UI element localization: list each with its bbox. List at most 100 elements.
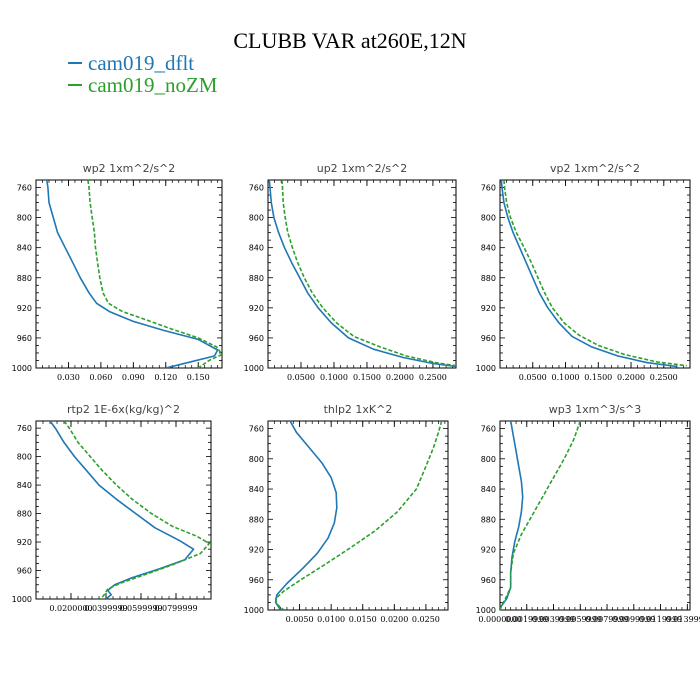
y-tick-label: 1000	[244, 364, 264, 373]
x-tick-label: 0.0200	[380, 615, 408, 624]
x-tick-label: 0.0059999	[559, 615, 602, 624]
y-tick-label: 920	[249, 546, 264, 555]
y-tick-label: 960	[17, 334, 32, 343]
axes-frame	[35, 420, 212, 600]
y-tick-label: 880	[17, 510, 32, 519]
y-tick-label: 800	[249, 455, 264, 464]
y-tick-label: 920	[249, 304, 264, 313]
x-tick-label: 0.0050	[286, 615, 314, 624]
x-tick-label: 0.0019999	[505, 615, 548, 624]
y-tick-label: 800	[17, 453, 32, 462]
y-tick-label: 840	[481, 485, 496, 494]
series-line-nozm	[500, 421, 582, 610]
panel-3: vp2 1xm^2/s^2 760 800 840 880 920 960 1000 0.050…	[476, 162, 691, 382]
axes-frame	[499, 420, 691, 611]
series-line-dflt	[268, 180, 456, 368]
panel-title: wp2 1xm^2/s^2	[83, 162, 176, 175]
x-tick-label: 0.2500	[650, 373, 678, 382]
panel-6: wp3 1xm^3/s^3 760 800 840 880 920 960 10000.000…	[476, 403, 700, 624]
panel-2: up2 1xm^2/s^2 760 800 840 880 920 960 1000 0.050…	[244, 162, 457, 382]
y-tick-label: 880	[249, 515, 264, 524]
x-tick-label: 0.0139999	[666, 615, 700, 624]
y-tick-label: 800	[17, 214, 32, 223]
x-tick-label: 0.0119999	[639, 615, 682, 624]
x-tick-label: 0.2500	[419, 373, 447, 382]
y-tick-label: 840	[249, 244, 264, 253]
y-tick-label: 920	[481, 304, 496, 313]
y-tick-label: 920	[17, 538, 32, 547]
y-tick-label: 840	[17, 481, 32, 490]
x-tick-label: 0.1500	[353, 373, 381, 382]
x-tick-label: 0.060	[89, 373, 112, 382]
series-line-dflt	[49, 421, 195, 599]
y-tick-label: 760	[17, 184, 32, 193]
series-line-nozm	[503, 180, 687, 367]
axes-frame	[267, 420, 449, 611]
x-tick-label: 0.0150	[349, 615, 377, 624]
series-line-nozm	[63, 421, 211, 599]
series-line-dflt	[500, 421, 524, 610]
x-tick-label: 0.150	[187, 373, 210, 382]
x-tick-label: 0.0039999	[532, 615, 575, 624]
y-tick-label: 1000	[12, 364, 32, 373]
legend-item-nozm: cam019_noZM	[68, 74, 217, 96]
chart-title: CLUBB VAR at260E,12N	[233, 28, 467, 53]
series-line-nozm	[281, 180, 456, 367]
legend-label-dflt: cam019_dflt	[88, 51, 195, 75]
x-tick-label: 0.0100	[317, 615, 345, 624]
y-tick-label: 960	[17, 567, 32, 576]
y-tick-label: 760	[249, 184, 264, 193]
panel-title: rtp2 1E-6x(kg/kg)^2	[67, 403, 180, 416]
panel-1: wp2 1xm^2/s^2 760 800 840 880 920 960 1000 0.030…	[12, 162, 223, 382]
x-tick-label: 0.0079999	[585, 615, 628, 624]
y-tick-label: 960	[481, 334, 496, 343]
y-tick-label: 1000	[244, 606, 264, 615]
legend-label-nozm: cam019_noZM	[88, 73, 218, 97]
x-tick-label: 0.1500	[584, 373, 612, 382]
legend-item-dflt: cam019_dflt	[68, 52, 217, 74]
x-tick-label: 0.0250	[412, 615, 440, 624]
x-tick-label: 0.120	[154, 373, 177, 382]
axes-frame	[499, 179, 691, 369]
panel-4: rtp2 1E-6x(kg/kg)^2 760 800 840 880 920 960 100…	[12, 403, 212, 613]
legend-line-dflt	[68, 62, 82, 64]
series-line-nozm	[87, 180, 222, 368]
series-line-nozm	[274, 421, 443, 610]
y-tick-label: 880	[481, 274, 496, 283]
y-tick-label: 880	[481, 515, 496, 524]
y-tick-label: 800	[249, 214, 264, 223]
series-line-dflt	[274, 421, 338, 610]
panel-title: up2 1xm^2/s^2	[317, 162, 408, 175]
x-tick-label: 0.0200000	[49, 604, 92, 613]
y-tick-label: 1000	[12, 595, 32, 604]
y-tick-label: 960	[481, 576, 496, 585]
y-tick-label: 880	[249, 274, 264, 283]
legend-line-nozm	[68, 84, 82, 86]
x-tick-label: 0.0599999	[119, 604, 162, 613]
y-tick-label: 840	[481, 244, 496, 253]
panel-title: vp2 1xm^2/s^2	[550, 162, 640, 175]
y-tick-label: 800	[481, 214, 496, 223]
y-tick-label: 760	[481, 425, 496, 434]
x-tick-label: 0.2000	[386, 373, 414, 382]
y-tick-label: 760	[17, 424, 32, 433]
axes-frame	[267, 179, 457, 369]
y-tick-label: 920	[481, 546, 496, 555]
x-tick-label: 0.2000	[617, 373, 645, 382]
y-tick-label: 760	[249, 425, 264, 434]
y-tick-label: 960	[249, 576, 264, 585]
y-tick-label: 1000	[476, 606, 496, 615]
x-tick-label: 0.090	[122, 373, 145, 382]
x-tick-label: 0.1000	[320, 373, 348, 382]
y-tick-label: 1000	[476, 364, 496, 373]
x-tick-label: 0.0500	[287, 373, 315, 382]
series-line-dflt	[46, 180, 219, 368]
panel-title: wp3 1xm^3/s^3	[549, 403, 642, 416]
x-tick-label: 0.1000	[552, 373, 580, 382]
y-tick-label: 920	[17, 304, 32, 313]
x-tick-label: 0.0399999	[84, 604, 127, 613]
x-tick-label: 0.0799999	[154, 604, 197, 613]
